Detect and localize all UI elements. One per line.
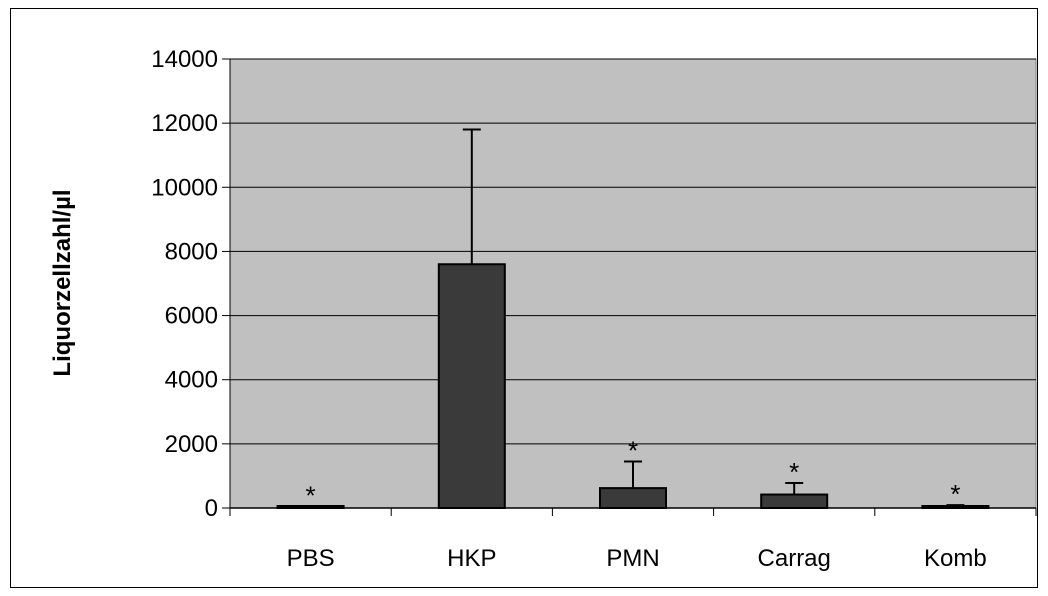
x-tick-label: PBS bbox=[287, 545, 335, 572]
bar bbox=[276, 505, 345, 509]
x-tick-label: Komb bbox=[924, 545, 987, 572]
y-tick-label: 0 bbox=[205, 495, 218, 522]
significance-marker: * bbox=[789, 457, 799, 487]
bar bbox=[599, 487, 667, 510]
significance-marker: * bbox=[950, 479, 960, 509]
y-tick-label: 6000 bbox=[165, 303, 218, 330]
significance-marker: * bbox=[628, 435, 638, 465]
x-tick-label: PMN bbox=[606, 545, 659, 572]
bar bbox=[760, 493, 829, 509]
y-tick-label: 4000 bbox=[165, 367, 218, 394]
y-tick-label: 12000 bbox=[151, 110, 218, 137]
y-axis-label: Liquorzellzahl/µl bbox=[49, 189, 76, 376]
y-tick-label: 2000 bbox=[165, 431, 218, 458]
y-tick-label: 8000 bbox=[165, 238, 218, 265]
x-tick-label: Carrag bbox=[758, 545, 831, 572]
plot-area bbox=[229, 58, 1037, 509]
y-tick-label: 10000 bbox=[151, 174, 218, 201]
x-tick-label: HKP bbox=[447, 545, 496, 572]
bar bbox=[437, 263, 506, 509]
significance-marker: * bbox=[306, 481, 316, 511]
y-tick-label: 14000 bbox=[151, 46, 218, 73]
